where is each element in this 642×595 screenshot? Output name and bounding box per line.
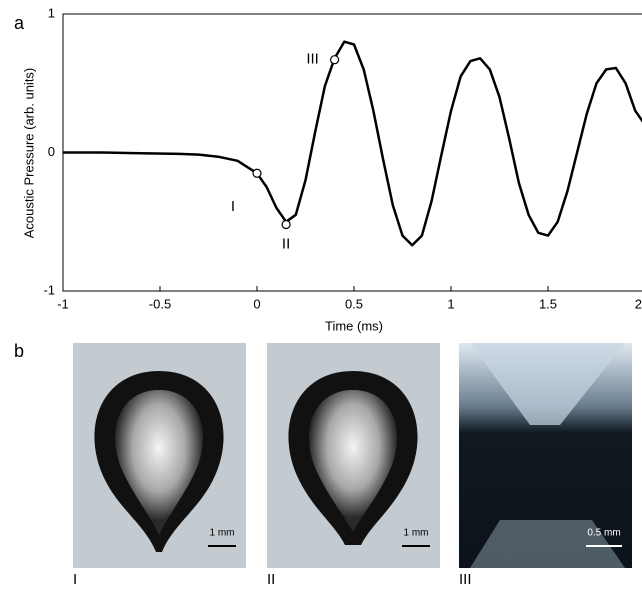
panel-label: b xyxy=(14,341,24,361)
point-label: II xyxy=(282,235,290,252)
x-tick-label: 1.5 xyxy=(539,296,557,311)
y-tick-label: -1 xyxy=(43,282,55,297)
y-tick-label: 0 xyxy=(48,144,55,159)
panel-label: a xyxy=(14,13,25,33)
y-axis-label: Acoustic Pressure (arb. units) xyxy=(21,68,36,239)
marker xyxy=(331,56,339,64)
x-tick-label: -0.5 xyxy=(149,296,171,311)
y-tick-label: 1 xyxy=(48,5,55,20)
x-tick-label: -1 xyxy=(57,296,69,311)
figure: a b Time (ms) Acoustic Pressure (arb. un… xyxy=(0,0,642,590)
x-tick-label: 1 xyxy=(447,296,454,311)
marker xyxy=(253,169,261,177)
marker xyxy=(282,221,290,229)
scale-label: 0.5 mm xyxy=(587,528,620,539)
x-axis-label: Time (ms) xyxy=(325,318,383,333)
x-tick-label: 0.5 xyxy=(345,296,363,311)
point-label: III xyxy=(306,51,319,68)
scale-label: 1 mm xyxy=(404,528,429,539)
point-label: I xyxy=(231,198,235,215)
image-label: II xyxy=(267,571,275,588)
scale-label: 1 mm xyxy=(210,528,235,539)
image-label: I xyxy=(73,571,77,588)
image-label: III xyxy=(459,571,472,588)
line xyxy=(63,42,642,246)
x-tick-label: 2 xyxy=(635,296,642,311)
x-tick-label: 0 xyxy=(253,296,260,311)
